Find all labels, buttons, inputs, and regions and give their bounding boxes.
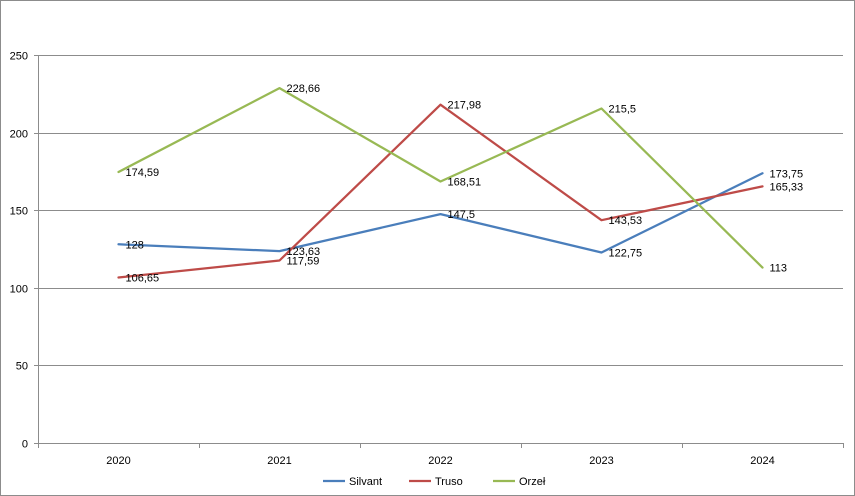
series-line-truso [117, 103, 764, 279]
x-tick-label: 2020 [106, 455, 130, 467]
y-tick-label: 50 [16, 361, 28, 373]
series-line-silvant [117, 172, 764, 254]
y-tick-label: 150 [10, 206, 28, 218]
data-labels: 128 123,63 147,5 122,75 173,75 106,65 117,59 21… [126, 83, 804, 284]
data-label: 215,5 [609, 104, 637, 116]
data-label: 173,75 [770, 168, 804, 180]
data-label: 228,66 [287, 83, 321, 95]
y-tick-label: 250 [10, 51, 28, 63]
data-label: 147,5 [448, 209, 476, 221]
x-tick-label: 2022 [428, 455, 452, 467]
x-tick-label: 2024 [750, 455, 774, 467]
data-label: 117,59 [287, 256, 320, 268]
data-label: 168,51 [448, 176, 482, 188]
legend-label: Silvant [349, 476, 382, 488]
legend-label: Truso [435, 476, 463, 488]
data-label: 165,33 [770, 181, 804, 193]
legend: Silvant Truso Orzeł [323, 476, 546, 488]
data-label: 113 [770, 263, 788, 275]
data-label: 174,59 [126, 167, 160, 179]
axes: 0 50 100 150 200 250 2020 2021 2022 2023 2024 [10, 51, 844, 467]
data-label: 217,98 [448, 100, 482, 112]
gridlines [38, 55, 843, 366]
y-tick-label: 0 [22, 439, 28, 451]
data-label: 143,53 [609, 215, 643, 227]
y-tick-label: 200 [10, 129, 28, 141]
data-label: 122,75 [609, 247, 643, 259]
y-tick-label: 100 [10, 284, 28, 296]
series-lines [117, 86, 764, 279]
series-line-orzeł [117, 86, 764, 269]
data-label: 106,65 [126, 272, 160, 284]
data-label: 123,63 [287, 246, 321, 258]
legend-label: Orzeł [519, 476, 546, 488]
data-label: 128 [126, 239, 144, 251]
x-tick-label: 2021 [267, 455, 291, 467]
x-tick-label: 2023 [589, 455, 613, 467]
